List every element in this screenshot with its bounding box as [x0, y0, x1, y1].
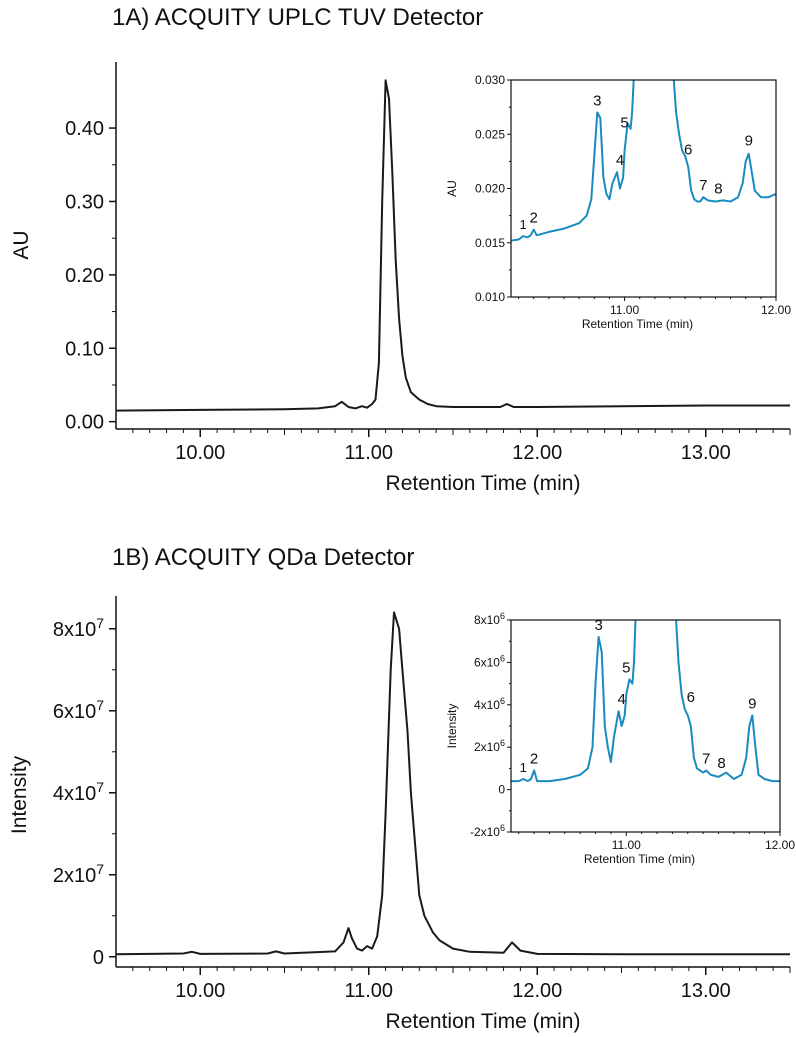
- inset-x-axis-label: Retention Time (min): [582, 317, 693, 331]
- y-tick-label: 0.10: [65, 338, 104, 360]
- inset-x-axis-label: Retention Time (min): [584, 852, 695, 866]
- inset-y-tick-label: 6x106: [474, 653, 505, 669]
- peak-label: 4: [616, 152, 624, 169]
- x-axis-label: Retention Time (min): [386, 1010, 581, 1033]
- x-tick-label: 13.00: [681, 980, 731, 1002]
- inset-y-tick-label: 8x106: [474, 611, 505, 627]
- y-tick-label: 6x107: [53, 697, 104, 723]
- peak-label: 5: [620, 114, 628, 131]
- inset-y-tick-label: 4x106: [474, 696, 505, 712]
- y-tick-label: 0.40: [65, 118, 104, 140]
- peak-label: 9: [748, 695, 756, 712]
- inset-trace: [511, 620, 780, 783]
- x-tick-label: 11.00: [344, 442, 393, 464]
- peak-label: 7: [702, 751, 710, 768]
- x-tick-label: 12.00: [512, 980, 562, 1002]
- chromatogram-trace: [115, 79, 790, 412]
- x-tick-label: 10.00: [175, 980, 225, 1002]
- inset-x-tick-label: 11.00: [610, 303, 639, 317]
- peak-label: 4: [618, 691, 626, 708]
- inset-y-axis-label: Intensity: [445, 704, 459, 749]
- y-axis-label: Intensity: [8, 755, 31, 834]
- inset-x-tick-label: 11.00: [612, 838, 641, 852]
- y-tick-label: 0: [93, 947, 104, 969]
- peak-label: 3: [594, 617, 602, 634]
- peak-label: 2: [530, 751, 538, 768]
- peak-label: 8: [717, 755, 725, 772]
- x-tick-label: 11.00: [344, 980, 393, 1002]
- y-tick-label: 0.00: [65, 412, 104, 434]
- peak-label: 9: [745, 133, 753, 150]
- inset-background: [511, 620, 780, 832]
- y-axis-label: AU: [10, 230, 33, 259]
- inset-x-tick-label: 12.00: [761, 303, 791, 317]
- inset-chart-a: 0.010 0.015 0.020 0.025 0.030 11.00 12.00 Reten…: [445, 73, 791, 331]
- inset-chart-b: -2x106 0 2x106 4x106 6x106 8x106 11.00 12.00 Ret…: [445, 611, 795, 866]
- inset-y-tick-label: 0.010: [475, 290, 505, 304]
- chart-panel-a: 0.00 0.10 0.20 0.30 0.40 10.00 11.00 12.00 13.00…: [10, 62, 791, 495]
- inset-y-tick-label: -2x106: [470, 823, 505, 839]
- peak-label: 3: [593, 93, 601, 110]
- peak-label: 2: [530, 210, 538, 227]
- peak-label: 1: [520, 760, 527, 775]
- peak-label: 1: [519, 217, 526, 232]
- chart-title-a: 1A) ACQUITY UPLC TUV Detector: [112, 4, 484, 31]
- x-axis-label: Retention Time (min): [386, 472, 581, 495]
- peak-label: 6: [687, 689, 695, 706]
- peak-label: 6: [684, 141, 692, 158]
- y-tick-label: 4x107: [53, 779, 104, 805]
- inset-y-tick-label: 2x106: [474, 738, 505, 754]
- y-tick-label: 2x107: [53, 861, 104, 887]
- chart-title-b: 1B) ACQUITY QDa Detector: [112, 544, 415, 571]
- chromatogram-trace: [115, 611, 790, 956]
- inset-trace: [511, 80, 776, 242]
- inset-x-tick-label: 12.00: [765, 838, 795, 852]
- inset-background: [511, 80, 776, 297]
- inset-y-tick-label: 0.025: [475, 127, 505, 141]
- inset-y-tick-label: 0.015: [475, 236, 505, 250]
- inset-y-tick-label: 0: [498, 783, 505, 797]
- peak-label: 5: [622, 659, 630, 676]
- inset-y-axis-label: AU: [445, 180, 459, 197]
- x-tick-label: 12.00: [512, 442, 562, 464]
- inset-y-tick-label: 0.020: [475, 182, 505, 196]
- y-tick-label: 8x107: [53, 615, 104, 641]
- y-tick-label: 0.30: [65, 191, 104, 213]
- chart-panel-b: 0 2x107 4x107 6x107 8x107 10.00 11.00 12.00 13.0…: [8, 596, 795, 1033]
- x-tick-label: 13.00: [681, 442, 731, 464]
- inset-y-tick-label: 0.030: [475, 73, 505, 87]
- y-tick-label: 0.20: [65, 265, 104, 287]
- peak-label: 7: [699, 177, 707, 194]
- x-tick-label: 10.00: [175, 442, 225, 464]
- peak-label: 8: [714, 180, 722, 197]
